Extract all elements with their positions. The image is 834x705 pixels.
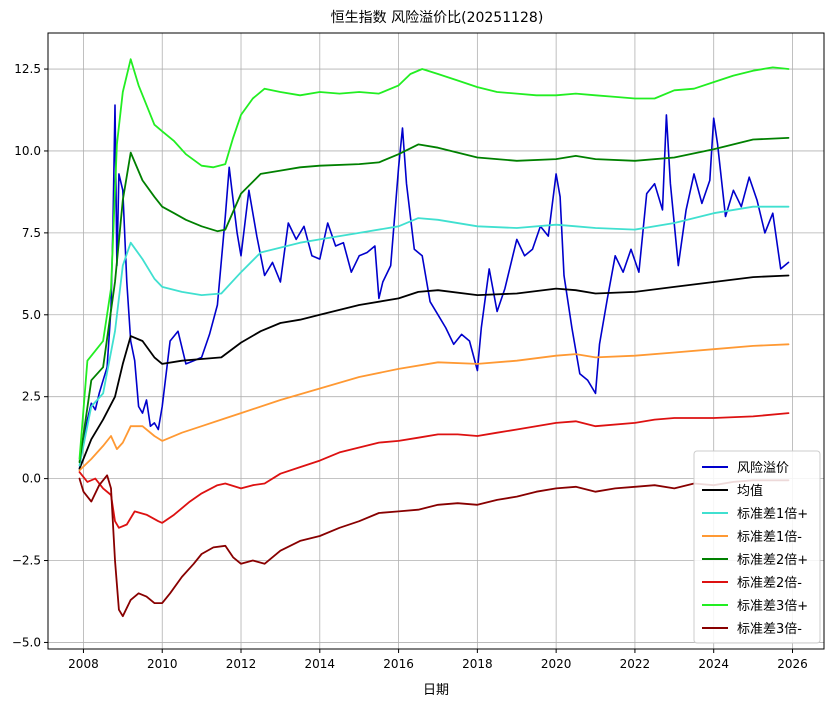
x-tick-label: 2016 bbox=[383, 657, 414, 671]
x-tick-label: 2012 bbox=[226, 657, 257, 671]
series-line-7 bbox=[78, 474, 790, 618]
x-tick-label: 2010 bbox=[147, 657, 178, 671]
x-tick-label: 2026 bbox=[777, 657, 808, 671]
series-line-5 bbox=[78, 412, 790, 529]
x-tick-label: 2018 bbox=[462, 657, 493, 671]
legend-label: 标准差2倍- bbox=[737, 576, 802, 591]
series-group bbox=[78, 58, 790, 618]
series-line-2 bbox=[78, 205, 790, 467]
y-tick-label: 2.5 bbox=[22, 390, 41, 404]
x-tick-label: 2024 bbox=[698, 657, 729, 671]
series-line-4 bbox=[78, 136, 790, 464]
x-tick-label: 2020 bbox=[541, 657, 572, 671]
y-axis-ticks: −5.0 −2.5 0.0 2.5 5.0 7.5 10.0 12.5 bbox=[12, 62, 48, 649]
y-tick-label: 5.0 bbox=[22, 308, 41, 322]
chart-title: 恒生指数 风险溢价比(20251128) bbox=[331, 10, 544, 26]
x-tick-label: 2022 bbox=[620, 657, 651, 671]
y-tick-label: −5.0 bbox=[12, 635, 41, 649]
x-axis-label: 日期 bbox=[423, 683, 449, 698]
y-tick-label: 0.0 bbox=[22, 472, 41, 486]
legend-label: 标准差1倍+ bbox=[737, 507, 808, 522]
series-line-3 bbox=[78, 343, 790, 472]
y-tick-label: 7.5 bbox=[22, 226, 41, 240]
legend-label: 风险溢价 bbox=[737, 461, 789, 476]
y-tick-label: 10.0 bbox=[14, 144, 41, 158]
legend-label: 均值 bbox=[737, 483, 763, 499]
legend-label: 标准差3倍- bbox=[737, 622, 802, 637]
y-tick-label: −2.5 bbox=[12, 554, 41, 568]
x-tick-label: 2014 bbox=[305, 657, 336, 671]
series-line-6 bbox=[78, 58, 790, 460]
series-line-1 bbox=[78, 274, 790, 470]
x-axis-ticks: 2008 2010 2012 2014 2016 2018 2020 2022 2024 2026 bbox=[68, 649, 808, 671]
plot-frame bbox=[47, 32, 825, 650]
series-line-0 bbox=[78, 104, 790, 470]
y-tick-label: 12.5 bbox=[14, 62, 41, 76]
x-tick-label: 2008 bbox=[68, 657, 99, 671]
legend-label: 标准差2倍+ bbox=[737, 553, 808, 568]
legend-frame bbox=[693, 450, 821, 644]
legend-label: 标准差1倍- bbox=[737, 530, 802, 545]
legend-label: 标准差3倍+ bbox=[737, 599, 808, 614]
